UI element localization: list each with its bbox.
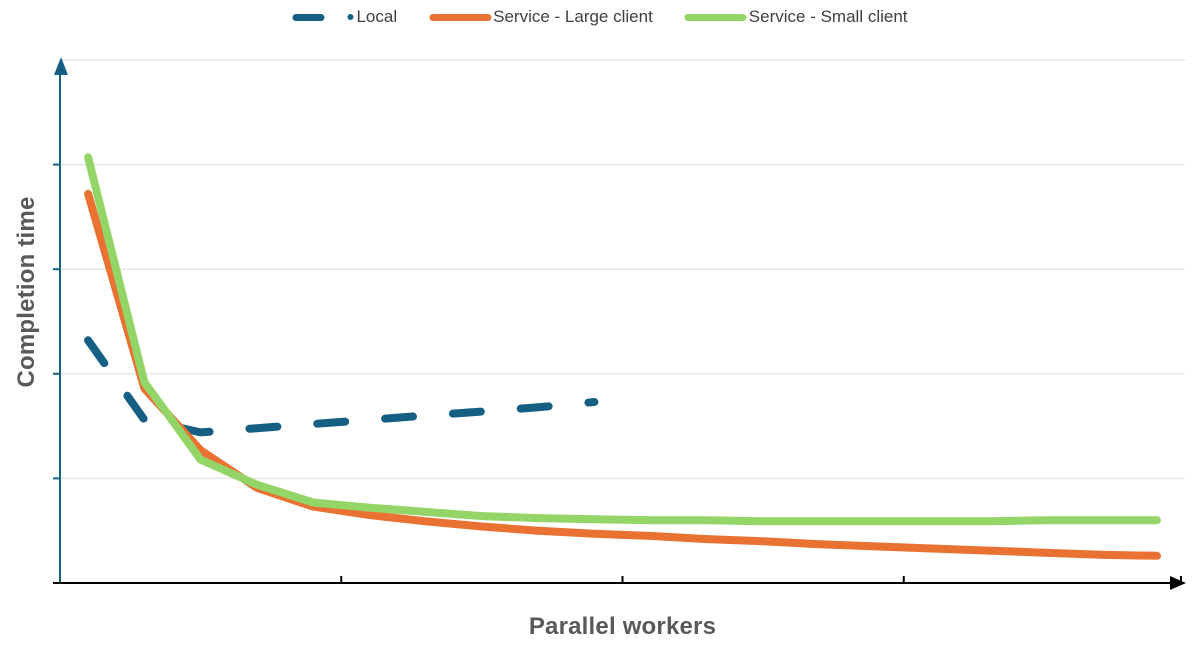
- x-axis-title: Parallel workers: [528, 613, 717, 640]
- legend: Local Service - Large client Service - S…: [292, 4, 908, 30]
- local-marker-dot-icon: [347, 14, 354, 20]
- local-dash-swatch: [292, 13, 325, 21]
- legend-label-local: Local: [356, 7, 398, 26]
- legend-label-service-large: Service - Large client: [493, 7, 653, 26]
- legend-label-service-small: Service - Small client: [748, 7, 908, 26]
- service-large-line-swatch: [429, 13, 492, 21]
- y-axis-title: Completion time: [13, 196, 40, 388]
- series-line-service-large-client: [84, 189, 1161, 560]
- service-small-line-swatch: [684, 13, 747, 21]
- legend-item-service-small: Service - Small client: [684, 4, 908, 30]
- series-line-local: [84, 336, 599, 437]
- x-axis-arrow-icon: [1170, 576, 1186, 590]
- series-line-service-small-client: [84, 153, 1161, 526]
- y-axis-arrow-icon: [54, 57, 68, 75]
- legend-item-local: Local: [292, 4, 397, 30]
- legend-item-service-large: Service - Large client: [429, 4, 653, 30]
